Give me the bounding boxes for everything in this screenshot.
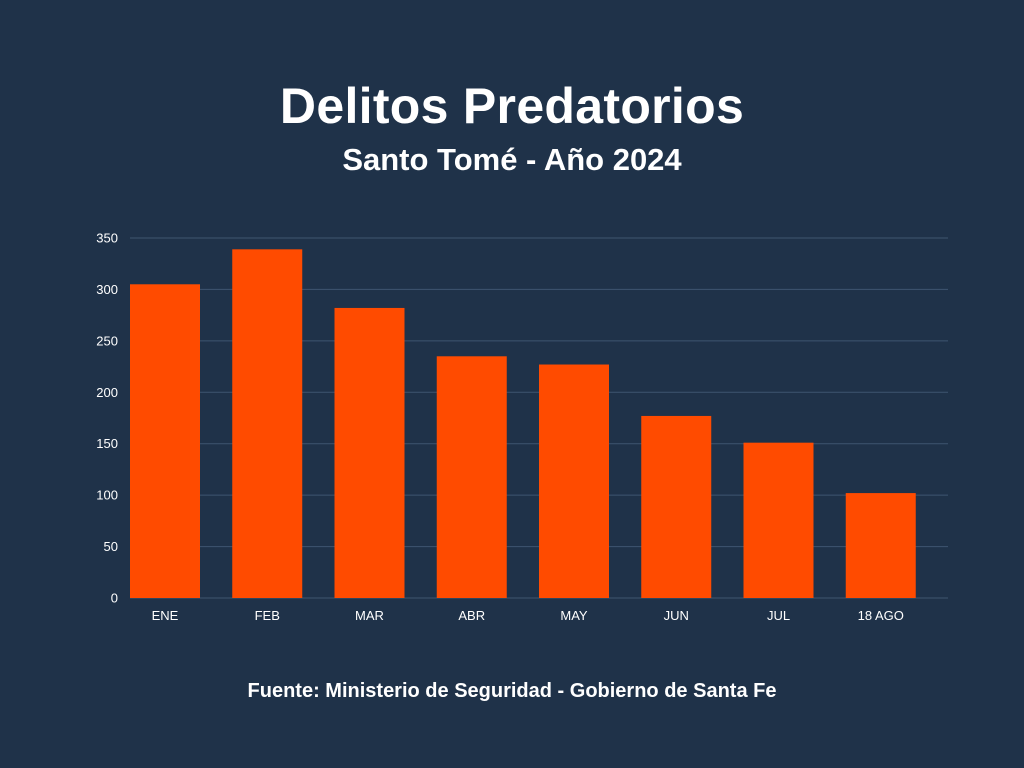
- y-tick-label: 150: [96, 436, 118, 451]
- bar-jun: [641, 415, 712, 598]
- y-tick-label: 0: [111, 591, 118, 606]
- y-tick-label: 50: [104, 539, 118, 554]
- bar-feb: [232, 249, 303, 599]
- bar-ene: [130, 284, 200, 598]
- y-tick-label: 100: [96, 488, 118, 503]
- y-axis-tick-labels: 0 50 100 150 200 250 300 350: [96, 231, 118, 606]
- chart-subtitle: Santo Tomé - Año 2024: [342, 142, 682, 177]
- x-tick-label: 18 AGO: [858, 608, 904, 623]
- bar-jul: [743, 442, 814, 598]
- x-tick-label: ABR: [458, 608, 485, 623]
- y-tick-label: 200: [96, 385, 118, 400]
- x-tick-label: MAY: [560, 608, 588, 623]
- x-tick-label: JUN: [664, 608, 689, 623]
- x-tick-label: FEB: [255, 608, 280, 623]
- y-tick-label: 250: [96, 333, 118, 348]
- y-tick-label: 300: [96, 282, 118, 297]
- bar-18-ago: [845, 493, 916, 598]
- y-tick-label: 350: [96, 231, 118, 246]
- x-axis-tick-labels: ENE FEB MAR ABR MAY JUN JUL 18 AGO: [152, 608, 904, 623]
- bars: [130, 249, 916, 599]
- bar-mar: [334, 307, 405, 598]
- chart-title: Delitos Predatorios: [279, 78, 745, 134]
- x-tick-label: ENE: [152, 608, 179, 623]
- bar-may: [539, 364, 609, 598]
- bar-abr: [436, 356, 507, 598]
- x-tick-label: JUL: [767, 608, 790, 623]
- source-note: Fuente: Ministerio de Seguridad - Gobier…: [247, 680, 777, 702]
- x-tick-label: MAR: [355, 608, 384, 623]
